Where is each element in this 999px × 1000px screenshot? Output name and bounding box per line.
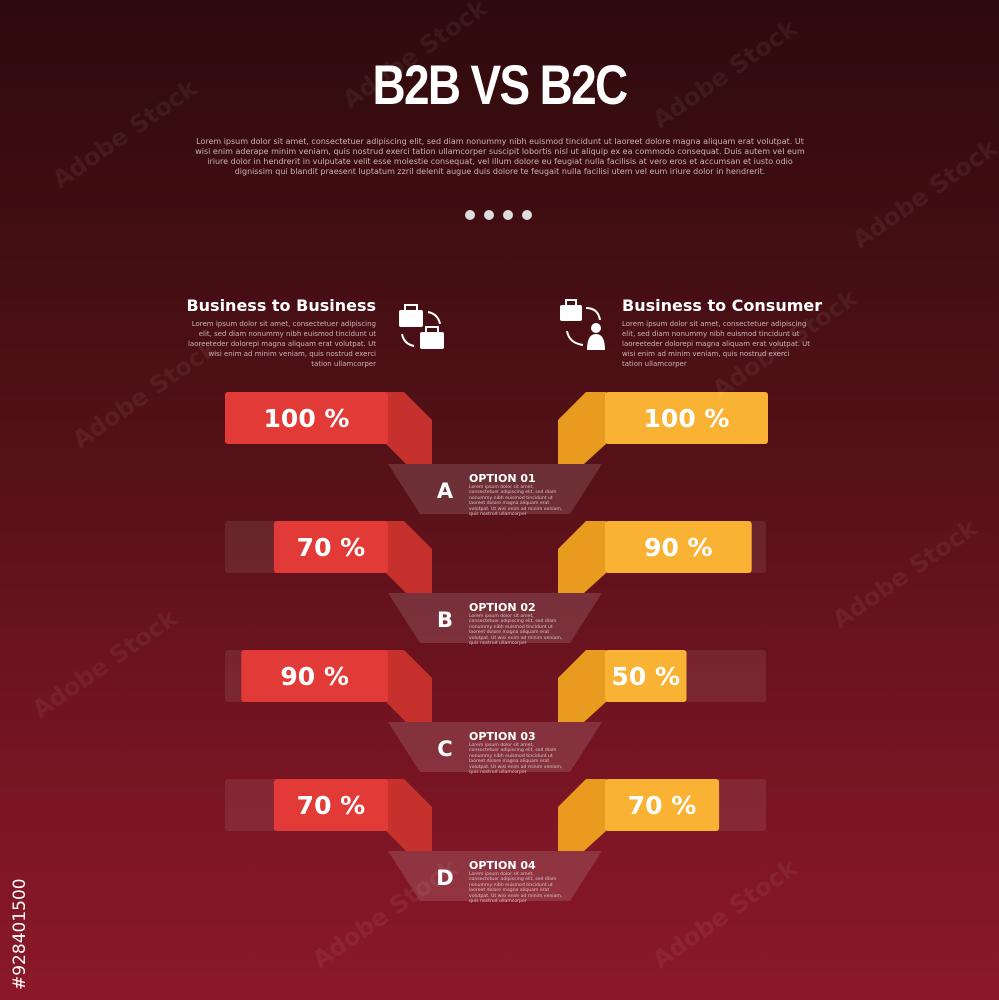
value-label: 70 % <box>297 533 366 562</box>
option-letter: C <box>437 737 452 761</box>
fold-right <box>558 392 606 464</box>
option-box <box>388 464 602 514</box>
bar-left <box>241 650 388 702</box>
fold-right <box>558 521 606 593</box>
option-letter: A <box>437 479 454 503</box>
fold-left <box>386 779 432 851</box>
option-title: OPTION 03 <box>469 730 536 743</box>
right-heading: Business to Consumer <box>622 296 823 315</box>
option-title: OPTION 02 <box>469 601 536 614</box>
bar-right <box>605 521 752 573</box>
fold-left <box>386 521 432 593</box>
fold-right <box>558 779 606 851</box>
value-label: 70 % <box>628 791 697 820</box>
option-text: Lorem ipsum dolor sit amet, consectetuer… <box>469 485 563 518</box>
bar-right <box>605 392 768 444</box>
b2c-icon <box>560 299 605 350</box>
dots <box>465 210 532 220</box>
option-text: Lorem ipsum dolor sit amet, consectetuer… <box>469 872 563 905</box>
right-text: Lorem ipsum dolor sit amet, consectetuer… <box>622 320 811 368</box>
bar-left <box>273 779 388 831</box>
left-heading: Business to Business <box>186 296 376 315</box>
bar-right <box>605 779 720 831</box>
option-box <box>388 593 602 643</box>
option-text: Lorem ipsum dolor sit amet, consectetuer… <box>469 743 563 776</box>
value-label: 50 % <box>611 662 680 691</box>
option-letter: B <box>437 608 453 632</box>
fold-right <box>558 650 606 722</box>
title: B2B VS B2C <box>372 53 628 116</box>
description: Lorem ipsum dolor sit amet, consectetuer… <box>195 137 805 176</box>
option-box <box>388 851 602 901</box>
bar-right <box>605 650 687 702</box>
fold-left <box>386 392 432 464</box>
option-box <box>388 722 602 772</box>
value-label: 90 % <box>644 533 713 562</box>
left-text: Lorem ipsum dolor sit amet, consectetuer… <box>187 320 376 368</box>
option-text: Lorem ipsum dolor sit amet, consectetuer… <box>469 614 563 647</box>
option-title: OPTION 04 <box>469 859 536 872</box>
value-label: 100 % <box>264 404 350 433</box>
value-label: 70 % <box>297 791 366 820</box>
option-letter: D <box>436 866 453 890</box>
b2b-icon <box>399 304 444 349</box>
value-label: 90 % <box>280 662 349 691</box>
value-label: 100 % <box>644 404 730 433</box>
bar-left <box>225 392 388 444</box>
option-title: OPTION 01 <box>469 472 536 485</box>
fold-left <box>386 650 432 722</box>
bar-left <box>273 521 388 573</box>
